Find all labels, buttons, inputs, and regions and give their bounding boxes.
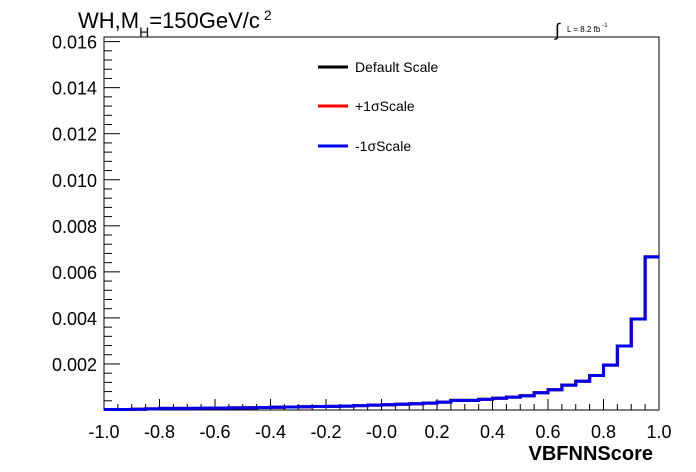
y-tick-label: 0.016 [52, 33, 97, 53]
y-tick-label: 0.010 [52, 171, 97, 191]
title-superscript: 2 [264, 7, 272, 23]
legend: Default Scale +1σScale -1σScale [318, 59, 438, 154]
x-tick-label: 0.4 [480, 422, 505, 442]
x-tick-label: -0.6 [199, 422, 230, 442]
lumi-label: L = 8.2 fb -1 [567, 23, 608, 34]
integral-sign: ∫ [553, 20, 561, 40]
x-tick-label: 0.2 [424, 422, 449, 442]
x-tick-label: -0.2 [310, 422, 341, 442]
x-tick-label: -0.8 [144, 422, 175, 442]
title-suffix: =150GeV/c [149, 8, 260, 33]
x-tick-label: 1.0 [646, 422, 671, 442]
y-tick-label: 0.014 [52, 79, 97, 99]
series-line-2 [104, 255, 659, 412]
x-tick-label: 0.6 [535, 422, 560, 442]
y-tick-label: 0.004 [52, 309, 97, 329]
lumi-superscript: -1 [602, 23, 608, 29]
legend-label-minus1sigma: -1σScale [355, 138, 411, 154]
y-tick-label: 0.012 [52, 125, 97, 145]
x-tick-label: -1.0 [88, 422, 119, 442]
x-tick-label: 0.8 [591, 422, 616, 442]
y-tick-label: 0.006 [52, 263, 97, 283]
x-axis-title: VBFNNScore [529, 443, 653, 465]
legend-label-plus1sigma: +1σScale [355, 98, 415, 114]
legend-label-default: Default Scale [355, 59, 438, 75]
x-tick-label: -0.4 [255, 422, 286, 442]
title-subscript: H [139, 24, 149, 40]
title-prefix: WH,M [78, 8, 139, 33]
x-tick-label: -0.0 [366, 422, 397, 442]
y-tick-label: 0.002 [52, 355, 97, 375]
lumi-text: L = 8.2 fb [567, 25, 601, 34]
tick-labels: -1.0 -0.8 -0.6 -0.4 -0.2 -0.0 0.2 0.4 0.6 0.8 1.0 0… [52, 33, 672, 442]
series-lines [104, 255, 659, 412]
chart-title: WH,MH=150GeV/c 2 [78, 7, 272, 40]
y-tick-label: 0.008 [52, 217, 97, 237]
